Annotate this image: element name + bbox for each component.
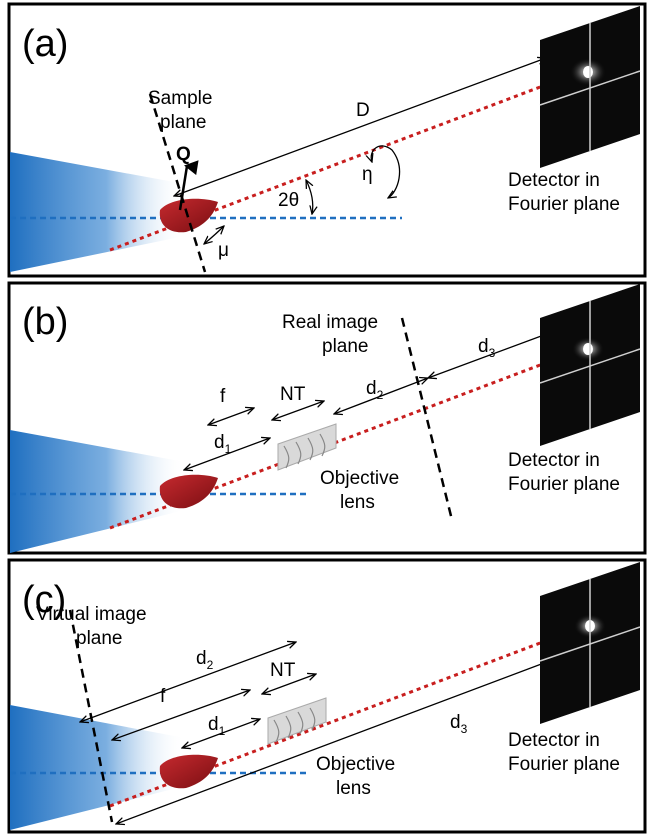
detector-c-label-2: Fourier plane (508, 754, 620, 775)
distance-label: D (356, 100, 370, 121)
nt-arrow (272, 401, 324, 420)
image-plane-label-2: plane (322, 336, 369, 357)
detector-a-label-1: Detector in (508, 170, 600, 191)
sample-crystal (159, 198, 218, 233)
panel-a: (a) Sample plane Q D 2θ η μ Detector in … (7, 2, 647, 278)
d3-arrow (116, 660, 552, 824)
lens-label-2: lens (336, 778, 371, 799)
angle-arc (306, 180, 313, 214)
q-vector-label: Q (176, 144, 191, 165)
image-plane-label-2: plane (76, 628, 123, 649)
panel-b-letter: (b) (22, 301, 68, 343)
d2-arrow (334, 378, 428, 414)
detector-a-label-2: Fourier plane (508, 194, 620, 215)
xray-beam (10, 430, 185, 553)
d3-arrow (428, 332, 552, 378)
mu-rotation-arrow (204, 226, 224, 244)
panel-b: (b) Real image plane f NT d1 d2 d3 Objec… (7, 281, 647, 555)
detector-a (539, 6, 641, 168)
d3-label: d3 (450, 712, 468, 736)
detector-b-label-2: Fourier plane (508, 474, 620, 495)
f-label: f (220, 386, 226, 407)
d1-arrow (184, 438, 270, 470)
lens-label-1: Objective (316, 754, 395, 775)
eta-label: η (362, 164, 373, 185)
lens-label-2: lens (340, 492, 375, 513)
f-arrow (208, 408, 254, 425)
detector-b (539, 284, 641, 446)
eta-rotation-arrow (371, 145, 401, 198)
f-label: f (160, 686, 166, 707)
detector-b-label-1: Detector in (508, 450, 600, 471)
xray-beam (10, 152, 185, 272)
mu-label: μ (218, 240, 229, 261)
sample-plane-label-2: plane (160, 112, 207, 133)
detector-c-label-1: Detector in (508, 730, 600, 751)
real-image-plane-line (400, 317, 454, 521)
distance-arrow (174, 58, 546, 196)
panel-a-letter: (a) (22, 23, 68, 65)
image-plane-label-1: Virtual image (36, 604, 147, 625)
detector-c (539, 562, 641, 724)
d1-label: d1 (214, 432, 232, 456)
sample-plane-label-1: Sample (148, 88, 212, 109)
d3-label: d3 (478, 336, 496, 360)
d2-label: d2 (366, 378, 384, 402)
lens-label-1: Objective (320, 468, 399, 489)
image-plane-label-1: Real image (282, 312, 378, 333)
angle-label: 2θ (278, 190, 299, 211)
objective-lens (277, 423, 337, 471)
nt-label: NT (270, 660, 296, 681)
nt-label: NT (280, 384, 306, 405)
panel-c-letter: (c) (22, 579, 66, 621)
sample-crystal (159, 474, 218, 509)
panel-c: (c) Virtual image plane d2 f NT d1 d3 Ob… (7, 558, 647, 834)
